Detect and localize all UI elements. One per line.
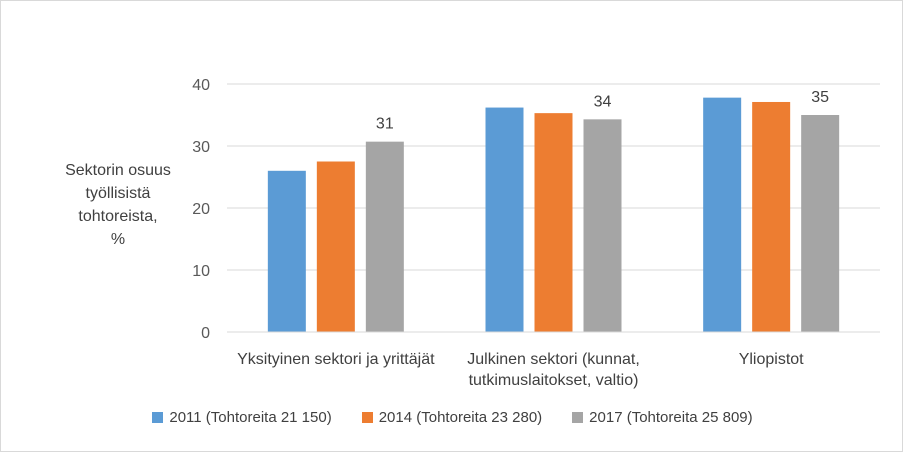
x-tick-label: tutkimuslaitokset, valtio) (469, 372, 639, 389)
legend-label-2017: 2017 (Tohtoreita 25 809) (589, 409, 753, 426)
bar (267, 170, 306, 332)
bar (485, 107, 524, 332)
data-label: 31 (376, 116, 394, 133)
bar (365, 141, 404, 332)
bar (703, 97, 742, 332)
legend-swatch-2014 (361, 412, 373, 423)
bar (534, 113, 573, 332)
x-tick-label: Yksityinen sektori ja yrittäjät (237, 351, 435, 368)
y-tick-label: 40 (192, 77, 210, 94)
data-label: 35 (811, 89, 829, 106)
legend-swatch-2017 (572, 412, 584, 423)
legend-label-2014: 2014 (Tohtoreita 23 280) (378, 409, 543, 426)
x-tick-label: Julkinen sektori (kunnat, (467, 351, 640, 368)
legend-label-2011: 2011 (Tohtoreita 21 150) (169, 409, 332, 426)
legend-item-2011: 2011 (Tohtoreita 21 150) (152, 409, 332, 426)
legend-swatch-2011 (152, 412, 164, 423)
bar (752, 101, 791, 332)
y-tick-label: 20 (192, 201, 210, 218)
y-tick-label: 10 (192, 263, 210, 280)
data-label: 34 (594, 93, 612, 110)
legend-item-2014: 2014 (Tohtoreita 23 280) (361, 409, 543, 426)
y-axis-label: Sektorin osuus työllisistä tohtoreista, … (65, 162, 171, 248)
bar (801, 115, 840, 332)
bar (583, 119, 622, 332)
y-tick-label: 0 (201, 325, 210, 342)
y-tick-label: 30 (192, 139, 210, 156)
x-tick-label: Yliopistot (739, 351, 804, 368)
bar (316, 161, 355, 332)
legend: 2011 (Tohtoreita 21 150) 2014 (Tohtoreit… (1, 409, 903, 426)
legend-item-2017: 2017 (Tohtoreita 25 809) (572, 409, 753, 426)
